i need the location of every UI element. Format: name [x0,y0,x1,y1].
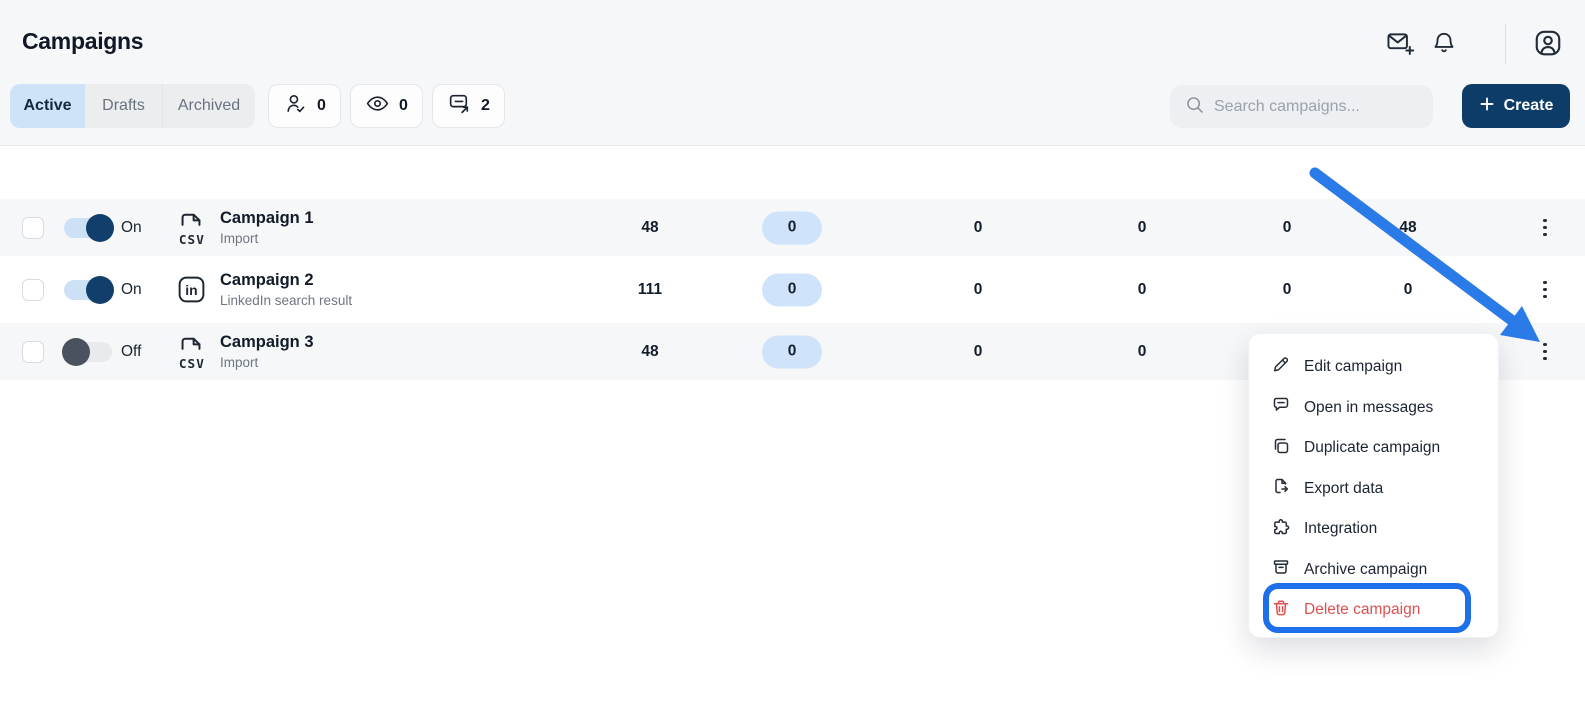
menu-item-label: Open in messages [1304,398,1434,416]
header-divider [1505,24,1506,64]
message-send-icon [447,91,472,121]
menu-item-label: Export data [1304,479,1384,497]
search-box [1170,85,1433,128]
bell-icon [1431,30,1457,59]
svg-text:CSV: CSV [179,355,205,370]
mail-plus-icon [1385,29,1415,60]
stat-col4: 0 [1137,280,1147,298]
puzzle-icon [1271,517,1291,542]
campaign-name: Campaign 1 [220,208,314,227]
toggle-state-label: On [121,280,142,298]
page-title: Campaigns [22,28,144,54]
menu-item-label: Integration [1304,520,1378,538]
views-count: 0 [399,97,408,114]
edit-icon [1271,355,1291,380]
search-icon [1184,94,1205,120]
eye-icon [365,91,390,121]
account-button[interactable] [1532,28,1564,60]
campaign-name-block: Campaign 1 Import [220,207,314,247]
stat-badge: 0 [762,335,822,368]
search-input[interactable] [1214,97,1421,116]
row-context-menu: Edit campaign Open in messages Duplicate… [1248,333,1499,638]
row-menu-button[interactable] [1530,332,1560,372]
menu-item-edit-campaign[interactable]: Edit campaign [1249,347,1498,388]
toggle-state-label: Off [121,342,142,360]
stat-badge: 0 [762,211,822,244]
menu-item-archive-campaign[interactable]: Archive campaign [1249,550,1498,591]
campaign-name-block: Campaign 3 Import [220,331,314,371]
campaign-name: Campaign 3 [220,332,314,351]
menu-item-label: Delete campaign [1304,601,1421,619]
menu-item-delete-campaign[interactable]: Delete campaign [1249,590,1498,631]
stat-badge: 0 [762,273,822,306]
tab-active[interactable]: Active [10,84,85,128]
menu-item-label: Archive campaign [1304,560,1428,578]
campaign-row[interactable]: On CSV Campaign 1 Import 48 0 0 0 0 48 [0,199,1585,256]
campaign-source: Import [220,231,259,247]
notifications-button[interactable] [1428,28,1460,60]
connections-count: 0 [317,97,326,114]
stat-col3: 0 [973,342,983,360]
stat-col4: 0 [1137,342,1147,360]
export-icon [1271,476,1291,501]
row-menu-button[interactable] [1530,208,1560,248]
stat-col6: 0 [1403,280,1413,298]
stat-chips: 0 0 2 [268,84,505,128]
toggle-state-label: On [121,218,142,236]
csv-file-icon: CSV [175,333,207,371]
stat-total: 48 [641,342,659,360]
menu-item-duplicate-campaign[interactable]: Duplicate campaign [1249,428,1498,469]
row-checkbox[interactable] [22,278,44,301]
stat-col3: 0 [973,218,983,236]
stat-total: 111 [637,280,663,298]
row-checkbox[interactable] [22,216,44,239]
stat-col3: 0 [973,280,983,298]
person-check-icon [283,91,308,121]
svg-text:CSV: CSV [179,231,205,246]
menu-item-label: Duplicate campaign [1304,439,1441,457]
replies-stat-chip[interactable]: 2 [432,84,505,128]
tab-archived[interactable]: Archived [163,84,255,128]
duplicate-icon [1271,436,1291,461]
campaign-toggle[interactable] [64,213,114,242]
message-icon [1271,395,1291,420]
campaign-name: Campaign 2 [220,270,314,289]
stat-col5: 0 [1282,218,1292,236]
tab-drafts[interactable]: Drafts [85,84,163,128]
status-tabs: Active Drafts Archived [10,84,255,128]
views-stat-chip[interactable]: 0 [350,84,423,128]
topbar: Campaigns [0,0,1585,146]
trash-icon [1271,598,1291,623]
create-button-label: Create [1503,97,1554,114]
linkedin-icon: in [175,271,207,309]
archive-icon [1271,557,1291,582]
stat-col4: 0 [1137,218,1147,236]
menu-item-integration[interactable]: Integration [1249,509,1498,550]
row-menu-button[interactable] [1530,270,1560,310]
row-checkbox[interactable] [22,340,44,363]
csv-file-icon: CSV [175,209,207,247]
plus-icon [1479,96,1495,117]
stat-col6: 48 [1399,218,1417,236]
connections-stat-chip[interactable]: 0 [268,84,341,128]
svg-text:in: in [185,282,197,298]
avatar-icon [1533,28,1563,61]
create-button[interactable]: Create [1462,84,1570,128]
campaign-toggle[interactable] [62,337,112,366]
new-message-button[interactable] [1384,28,1416,60]
menu-item-export-data[interactable]: Export data [1249,469,1498,510]
campaign-name-block: Campaign 2 LinkedIn search result [220,269,352,309]
campaign-toggle[interactable] [64,275,114,304]
stat-total: 48 [641,218,659,236]
campaign-row[interactable]: On in Campaign 2 LinkedIn search result … [0,261,1585,318]
stat-col5: 0 [1282,280,1292,298]
campaign-source: Import [220,355,259,371]
menu-item-open-in-messages[interactable]: Open in messages [1249,388,1498,429]
campaign-source: LinkedIn search result [220,293,353,309]
replies-count: 2 [481,97,490,114]
menu-item-label: Edit campaign [1304,358,1403,376]
